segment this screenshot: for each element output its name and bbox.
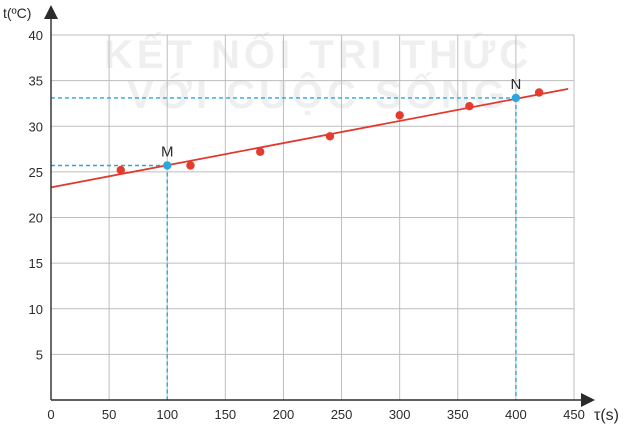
x-tick-label: 300 — [389, 407, 411, 422]
y-tick-label: 30 — [29, 119, 43, 134]
y-tick-label: 20 — [29, 211, 43, 226]
data-point — [116, 165, 125, 175]
x-tick-label: 0 — [47, 407, 54, 422]
x-tick-label: 50 — [102, 407, 116, 422]
x-tick-label: 250 — [331, 407, 353, 422]
annotation-point — [163, 161, 172, 170]
annotation-point — [511, 93, 521, 103]
y-tick-label: 15 — [29, 256, 43, 271]
y-tick-label: 35 — [29, 74, 43, 89]
y-tick-label: 5 — [36, 347, 43, 362]
data-point — [325, 132, 335, 141]
annotation-label: N — [510, 76, 521, 93]
axes — [44, 5, 595, 407]
x-axis-title: τ(s) — [594, 407, 619, 424]
data-point — [186, 161, 195, 170]
x-tick-label: 100 — [156, 407, 178, 422]
data-point — [465, 101, 474, 111]
y-tick-label: 25 — [29, 165, 43, 180]
data-points — [116, 88, 544, 175]
fit-line — [50, 87, 569, 189]
fit-line-layer — [50, 87, 569, 189]
data-point — [395, 111, 404, 120]
annotation-label: M — [161, 143, 174, 160]
watermark-line: KẾT NỐI TRI THỨC — [104, 31, 532, 77]
y-axis-title: t(ºC) — [3, 5, 31, 21]
x-tick-label: 350 — [447, 407, 469, 422]
y-tick-label: 40 — [29, 28, 43, 43]
x-tick-label: 200 — [273, 407, 295, 422]
x-tick-label: 450 — [563, 407, 585, 422]
watermark-line: VỚI CUỘC SỐNG — [127, 71, 509, 117]
x-tick-label: 400 — [505, 407, 527, 422]
tick-labels: 0 50 100 150 200 250 300 350 400 450 5 10 15 20 25 30 35… — [3, 5, 619, 424]
data-point — [534, 88, 544, 97]
data-point — [256, 147, 265, 156]
x-tick-label: 150 — [214, 407, 236, 422]
annotation-points: MN — [161, 76, 521, 170]
y-tick-label: 10 — [29, 302, 43, 317]
guide-lines — [51, 97, 517, 400]
